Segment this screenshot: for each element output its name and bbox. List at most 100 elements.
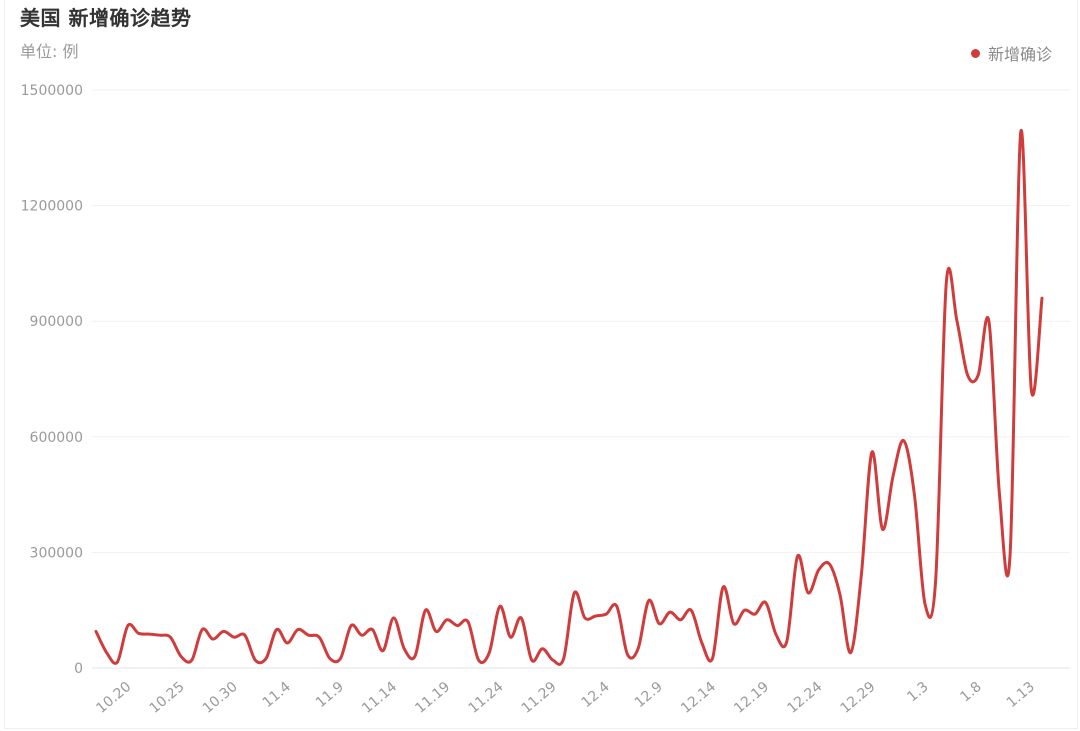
- data-point[interactable]: [136, 630, 142, 636]
- data-point[interactable]: [454, 623, 460, 629]
- data-point[interactable]: [975, 372, 981, 378]
- data-point[interactable]: [93, 628, 99, 634]
- data-point[interactable]: [571, 590, 577, 596]
- data-point[interactable]: [731, 621, 737, 627]
- data-point[interactable]: [646, 598, 652, 604]
- data-point[interactable]: [869, 449, 875, 455]
- data-point[interactable]: [476, 657, 482, 663]
- data-point[interactable]: [603, 611, 609, 617]
- data-point[interactable]: [242, 632, 248, 638]
- data-point[interactable]: [965, 372, 971, 378]
- data-point[interactable]: [221, 628, 227, 634]
- data-point[interactable]: [306, 632, 312, 638]
- data-point[interactable]: [369, 627, 375, 633]
- data-point[interactable]: [412, 653, 418, 659]
- data-point[interactable]: [837, 592, 843, 598]
- data-point[interactable]: [391, 615, 397, 621]
- data-point[interactable]: [348, 623, 354, 629]
- data-point[interactable]: [263, 655, 269, 661]
- data-point[interactable]: [858, 573, 864, 579]
- data-point[interactable]: [338, 655, 344, 661]
- data-point[interactable]: [1028, 388, 1034, 394]
- series-line-new-cases[interactable]: [94, 128, 1044, 666]
- data-point[interactable]: [805, 590, 811, 596]
- data-point[interactable]: [114, 659, 120, 665]
- data-point[interactable]: [104, 650, 110, 656]
- data-point[interactable]: [274, 627, 280, 633]
- data-point[interactable]: [444, 617, 450, 623]
- data-point[interactable]: [433, 628, 439, 634]
- data-point[interactable]: [508, 634, 514, 640]
- data-point[interactable]: [582, 615, 588, 621]
- data-point[interactable]: [688, 607, 694, 613]
- data-point[interactable]: [933, 576, 939, 582]
- data-point[interactable]: [359, 632, 365, 638]
- data-point[interactable]: [954, 318, 960, 324]
- data-point[interactable]: [710, 655, 716, 661]
- data-point[interactable]: [741, 607, 747, 613]
- data-point[interactable]: [157, 632, 163, 638]
- x-tick-label: 11.14: [359, 679, 400, 717]
- data-point[interactable]: [561, 655, 567, 661]
- data-point[interactable]: [635, 646, 641, 652]
- data-point[interactable]: [401, 646, 407, 652]
- data-point[interactable]: [986, 318, 992, 324]
- data-point[interactable]: [295, 627, 301, 633]
- legend[interactable]: 新增确诊: [970, 41, 1052, 65]
- data-point[interactable]: [497, 603, 503, 609]
- data-point[interactable]: [614, 603, 620, 609]
- data-point[interactable]: [1007, 551, 1013, 557]
- data-point[interactable]: [518, 615, 524, 621]
- data-point[interactable]: [529, 657, 535, 663]
- data-point[interactable]: [763, 600, 769, 606]
- unit-label: 单位: 例: [20, 42, 79, 61]
- data-point[interactable]: [125, 623, 131, 629]
- data-point[interactable]: [848, 650, 854, 656]
- data-point[interactable]: [997, 492, 1003, 498]
- data-point[interactable]: [678, 617, 684, 623]
- x-tick-label: 10.20: [93, 679, 134, 717]
- data-point[interactable]: [901, 438, 907, 444]
- data-point[interactable]: [784, 638, 790, 644]
- data-point[interactable]: [911, 492, 917, 498]
- data-point[interactable]: [1039, 295, 1045, 301]
- data-point[interactable]: [327, 655, 333, 661]
- data-point[interactable]: [593, 613, 599, 619]
- y-tick-label: 1200000: [21, 199, 83, 215]
- data-point[interactable]: [795, 553, 801, 559]
- y-tick-label: 600000: [30, 430, 83, 446]
- data-point[interactable]: [890, 472, 896, 478]
- chart-title: 美国 新增确诊趋势: [20, 6, 192, 30]
- legend-label: 新增确诊: [987, 45, 1052, 64]
- data-point[interactable]: [550, 657, 556, 663]
- data-point[interactable]: [1018, 129, 1024, 135]
- data-point[interactable]: [189, 657, 195, 663]
- data-point[interactable]: [252, 657, 258, 663]
- data-point[interactable]: [423, 607, 429, 613]
- data-point[interactable]: [178, 653, 184, 659]
- data-point[interactable]: [922, 601, 928, 607]
- data-point[interactable]: [486, 650, 492, 656]
- data-point[interactable]: [720, 584, 726, 590]
- data-point[interactable]: [625, 652, 631, 658]
- data-point[interactable]: [231, 634, 237, 640]
- data-point[interactable]: [316, 634, 322, 640]
- data-point[interactable]: [699, 640, 705, 646]
- data-point[interactable]: [943, 280, 949, 286]
- x-tick-label: 1.8: [957, 679, 984, 706]
- data-point[interactable]: [773, 632, 779, 638]
- data-point[interactable]: [167, 634, 173, 640]
- data-point[interactable]: [465, 619, 471, 625]
- data-point[interactable]: [816, 567, 822, 573]
- data-point[interactable]: [667, 609, 673, 615]
- data-point[interactable]: [826, 561, 832, 567]
- data-point[interactable]: [656, 621, 662, 627]
- data-point[interactable]: [539, 646, 545, 652]
- data-point[interactable]: [146, 631, 152, 637]
- data-point[interactable]: [380, 648, 386, 654]
- data-point[interactable]: [199, 627, 205, 633]
- data-point[interactable]: [210, 636, 216, 642]
- data-point[interactable]: [752, 611, 758, 617]
- data-point[interactable]: [284, 640, 290, 646]
- data-point[interactable]: [880, 526, 886, 532]
